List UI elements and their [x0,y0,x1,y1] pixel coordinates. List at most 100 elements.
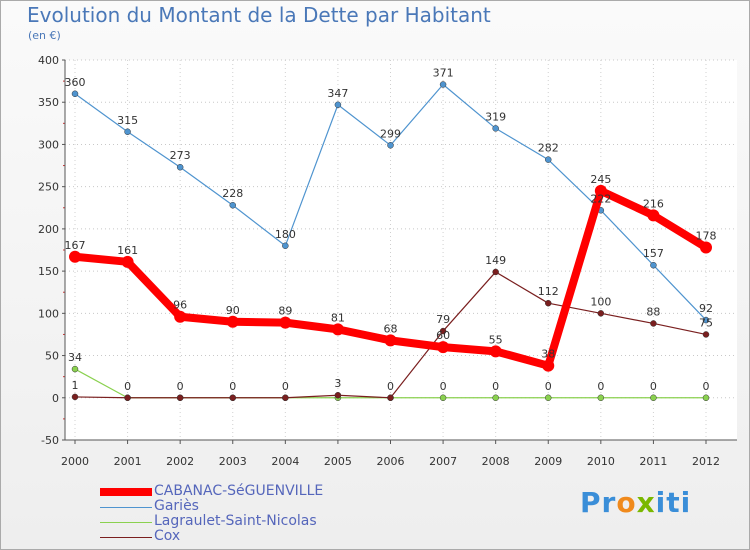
data-label: 0 [703,380,710,393]
legend-label: Cox [154,528,181,544]
x-tick-label: 2009 [534,455,562,468]
data-label: 360 [65,76,86,89]
data-label: 81 [331,311,345,324]
x-tick-label: 2010 [587,455,615,468]
data-point [176,394,184,402]
data-label: 68 [384,322,398,335]
data-point [702,331,710,338]
proxiti-logo: Proxiti [580,486,691,519]
data-label: 96 [173,299,187,312]
data-label: 0 [545,380,552,393]
data-label: 0 [440,380,447,393]
x-tick-label: 2008 [482,455,510,468]
data-label: 0 [124,380,131,393]
data-point [387,394,394,402]
data-point [597,394,605,402]
data-label: 1 [72,379,79,392]
data-point [387,142,394,149]
data-label: 315 [117,114,138,127]
x-tick-label: 2001 [114,455,142,468]
data-point [700,241,712,254]
data-point [439,81,447,88]
data-label: 60 [436,329,450,342]
data-label: 88 [646,305,660,318]
plot-area [65,60,737,440]
data-point [71,90,79,98]
x-tick-label: 2011 [639,455,667,468]
legend-swatch [100,506,152,508]
data-point [702,394,710,402]
data-label: 3 [334,377,341,390]
y-tick-label: 250 [38,181,59,194]
data-point [650,394,657,402]
data-label: 282 [538,142,559,155]
logo-part: Pr [580,486,617,519]
y-tick-label: 150 [38,265,59,278]
chart-title: Evolution du Montant de la Dette par Hab… [27,3,491,27]
data-point [702,316,710,324]
data-point [282,394,289,402]
data-point [384,334,397,347]
logo-part: o [616,486,637,519]
data-point [279,316,292,329]
legend-label: Gariès [154,498,199,514]
data-point [439,327,447,335]
y-tick-label: 400 [38,54,59,67]
data-point [176,163,184,171]
x-tick-label: 2005 [324,455,352,468]
legend-swatch [100,536,152,538]
data-point [545,156,552,163]
data-label: 299 [380,127,401,140]
y-tick-label: 350 [38,96,59,109]
data-label: 0 [650,380,657,393]
data-point [174,310,187,323]
data-label: 0 [229,380,236,393]
data-point [229,394,236,402]
data-label: 92 [699,302,713,315]
data-label: 149 [485,254,506,267]
data-point [492,394,499,402]
data-point [492,268,499,276]
data-label: 222 [590,192,611,205]
data-point [545,299,552,307]
x-tick-label: 2012 [692,455,720,468]
data-label: 0 [177,380,184,393]
data-label: 0 [492,380,499,393]
x-tick-label: 2002 [166,455,194,468]
x-tick-label: 2007 [429,455,457,468]
data-point [229,201,236,209]
data-label: 0 [282,380,289,393]
chart-subtitle: (en €) [28,29,61,42]
data-label: 319 [485,110,506,123]
data-label: 245 [590,173,611,186]
data-label: 0 [597,380,604,393]
data-point [226,315,239,328]
data-label: 112 [538,285,559,298]
x-tick-label: 2003 [219,455,247,468]
data-point [71,365,79,373]
data-point [121,255,134,268]
legend-swatch [100,487,152,496]
data-point [647,209,660,222]
data-point [124,128,131,136]
data-label: 273 [170,149,191,162]
data-point [71,393,79,401]
data-point [542,359,555,372]
data-label: 89 [278,305,292,318]
data-label: 167 [65,239,86,252]
data-point [545,394,552,402]
data-point [331,323,344,336]
data-point [437,341,450,354]
logo-part: x [636,486,656,519]
data-point [334,391,342,399]
y-tick-label: 50 [45,350,59,363]
y-tick-label: 300 [38,138,59,151]
x-tick-label: 2000 [61,455,89,468]
data-label: 216 [643,197,664,210]
data-label: 34 [68,351,82,364]
data-label: 79 [436,313,450,326]
data-label: 178 [696,229,717,242]
data-label: 228 [222,187,243,200]
data-point [439,394,447,402]
